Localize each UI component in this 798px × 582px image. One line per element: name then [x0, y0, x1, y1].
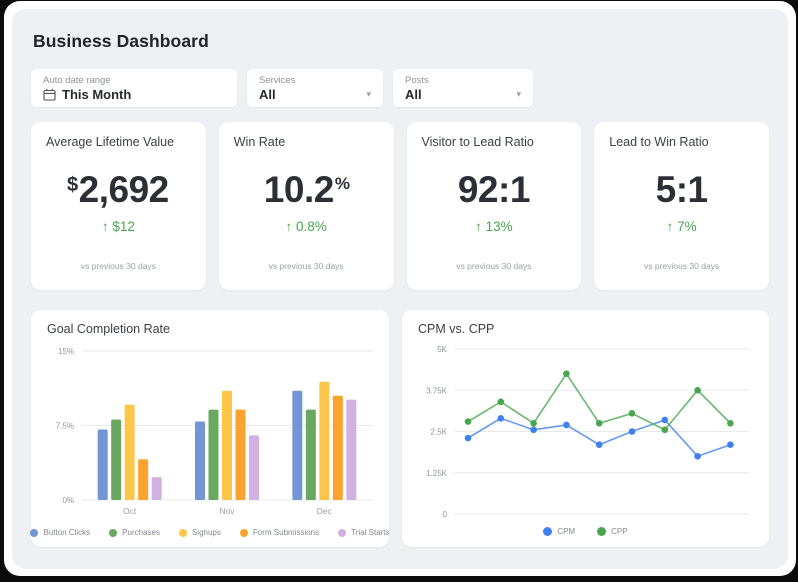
legend-item-form-submissions[interactable]: Form Submissions: [239, 528, 320, 537]
cpm-vs-cpp-card: CPM vs. CPP 0 1.25K 2.5K 3.75K 5K CPM CPP: [402, 310, 769, 547]
date-range-value: This Month: [62, 87, 132, 102]
legend-label: Button Clicks: [43, 528, 91, 537]
legend-item-purchases[interactable]: Purchases: [109, 528, 160, 537]
svg-text:1.25K: 1.25K: [426, 469, 448, 478]
legend-label: Trial Starts: [351, 528, 390, 537]
services-label: Services: [259, 75, 296, 86]
legend-item-cpp[interactable]: CPP: [597, 527, 628, 536]
svg-text:5K: 5K: [437, 345, 447, 354]
legend-dot-icon: [543, 527, 553, 536]
dashboard-panel: Business Dashboard Auto date range This …: [12, 9, 788, 569]
services-value: All: [259, 87, 276, 102]
kpi-value-prefix: $: [67, 174, 78, 196]
chevron-down-icon: ▾: [516, 89, 521, 99]
kpi-card-visitor-to-lead-ratio: Visitor to Lead Ratio 92:1 ↑ 13% vs prev…: [406, 122, 582, 290]
kpi-value-suffix: %: [334, 174, 350, 193]
kpi-title: Win Rate: [233, 135, 286, 149]
filter-bar: Auto date range This Month Services All …: [31, 69, 769, 107]
page-title: Business Dashboard: [33, 31, 209, 51]
line-chart-legend: CPM CPP: [418, 527, 753, 536]
calendar-icon: [43, 88, 56, 101]
kpi-card-lead-to-win-ratio: Lead to Win Ratio 5:1 ↑ 7% vs previous 3…: [594, 122, 769, 290]
legend-item-trial-starts[interactable]: Trial Starts: [338, 528, 390, 537]
services-filter[interactable]: Services All ▾: [247, 69, 383, 107]
goal-completion-rate-card: Goal Completion Rate 0% 7.5% 15% Oct Nov Dec …: [30, 310, 390, 547]
goal-completion-bar-chart: 0% 7.5% 15% Oct Nov Dec: [56, 347, 373, 516]
svg-text:0%: 0%: [62, 496, 74, 505]
kpi-delta: ↑ 0.8%: [285, 219, 327, 234]
kpi-row: Average Lifetime Value $2,692 ↑ $12 vs p…: [31, 122, 769, 290]
date-range-filter[interactable]: Auto date range This Month: [31, 69, 237, 107]
posts-label: Posts: [405, 75, 429, 86]
svg-text:0: 0: [443, 510, 448, 519]
svg-text:7.5%: 7.5%: [56, 422, 74, 431]
legend-dot-icon: [597, 527, 607, 536]
legend-dot-icon: [178, 528, 187, 537]
kpi-comparison-note: vs previous 30 days: [644, 261, 720, 271]
kpi-card-average-lifetime-value: Average Lifetime Value $2,692 ↑ $12 vs p…: [31, 122, 206, 290]
legend-item-signups[interactable]: Signups: [178, 528, 221, 537]
legend-label: Purchases: [122, 528, 160, 537]
chevron-down-icon: ▾: [366, 89, 371, 99]
posts-filter[interactable]: Posts All ▾: [393, 69, 533, 107]
kpi-delta: ↑ 13%: [475, 219, 513, 234]
kpi-delta: ↑ 7%: [666, 219, 697, 234]
date-range-label: Auto date range: [43, 75, 111, 86]
svg-text:Dec: Dec: [317, 506, 333, 516]
svg-text:15%: 15%: [58, 347, 74, 356]
kpi-value: 92:1: [457, 169, 531, 210]
kpi-comparison-note: vs previous 30 days: [268, 261, 344, 271]
app-window: Business Dashboard Auto date range This …: [4, 1, 796, 576]
chart-title: CPM vs. CPP: [418, 322, 495, 336]
legend-label: CPP: [611, 527, 628, 536]
legend-dot-icon: [30, 528, 39, 537]
cpm-cpp-line-chart: 0 1.25K 2.5K 3.75K 5K: [426, 345, 749, 519]
posts-value: All: [405, 87, 422, 102]
legend-dot-icon: [109, 528, 118, 537]
kpi-value: 5:1: [655, 169, 708, 210]
svg-text:2.5K: 2.5K: [431, 428, 448, 437]
kpi-title: Visitor to Lead Ratio: [421, 135, 534, 149]
chart-title: Goal Completion Rate: [47, 322, 170, 336]
legend-label: Signups: [191, 528, 221, 537]
kpi-title: Lead to Win Ratio: [609, 135, 709, 149]
kpi-comparison-note: vs previous 30 days: [80, 261, 156, 271]
kpi-card-win-rate: Win Rate 10.2% ↑ 0.8% vs previous 30 day…: [218, 122, 394, 290]
kpi-value: 10.2%: [263, 169, 350, 210]
legend-label: Form Submissions: [252, 528, 320, 537]
svg-text:Oct: Oct: [123, 506, 137, 516]
legend-dot-icon: [239, 528, 248, 537]
kpi-comparison-note: vs previous 30 days: [456, 261, 532, 271]
legend-item-button-clicks[interactable]: Button Clicks: [30, 528, 90, 537]
bar-chart-legend: Button Clicks Purchases Signups Form Submis…: [30, 528, 390, 537]
kpi-delta: ↑ $12: [101, 219, 135, 234]
legend-label: CPM: [557, 527, 576, 536]
legend-dot-icon: [338, 528, 347, 537]
kpi-title: Average Lifetime Value: [46, 135, 175, 149]
kpi-value: $2,692: [67, 169, 169, 210]
legend-item-cpm[interactable]: CPM: [543, 527, 575, 536]
svg-text:3.75K: 3.75K: [426, 386, 448, 395]
svg-text:Nov: Nov: [219, 506, 235, 516]
charts-row: Goal Completion Rate 0% 7.5% 15% Oct Nov Dec …: [30, 310, 769, 547]
